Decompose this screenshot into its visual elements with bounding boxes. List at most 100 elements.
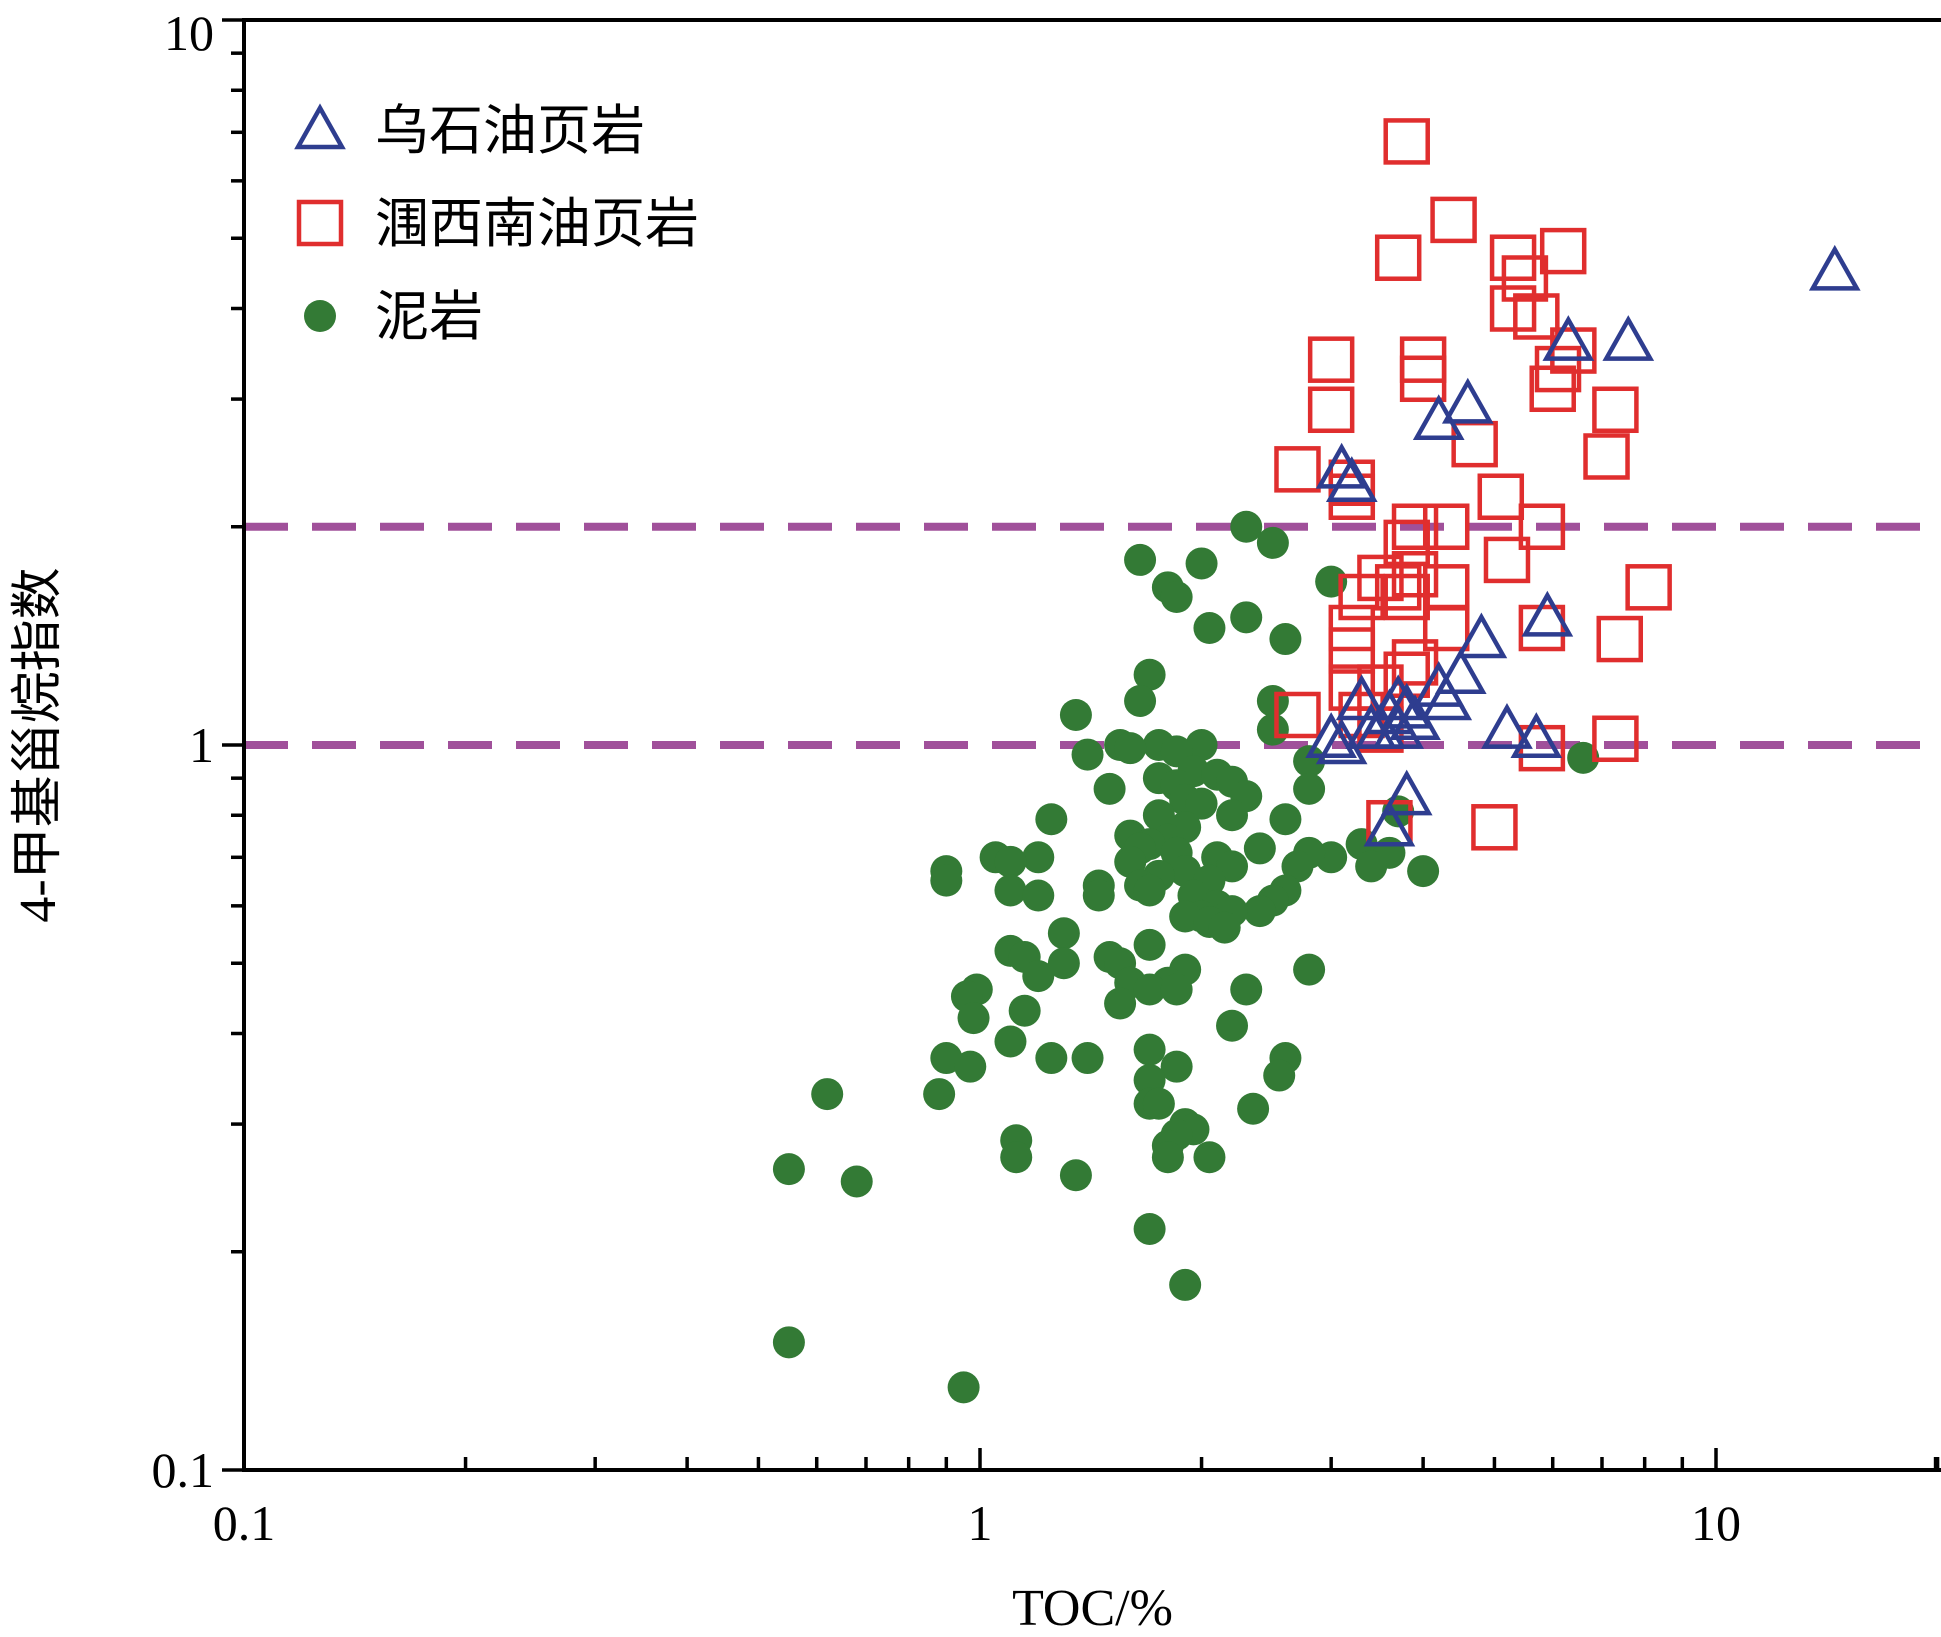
data-point — [1071, 1042, 1104, 1075]
data-point — [954, 1050, 987, 1083]
data-point — [1256, 713, 1289, 746]
data-point — [1256, 684, 1289, 717]
data-point — [1243, 832, 1276, 865]
data-point — [1481, 703, 1533, 749]
data-point — [1430, 196, 1477, 244]
reference-lines-layer — [244, 522, 1941, 749]
data-point — [1193, 612, 1226, 645]
data-point — [947, 1371, 980, 1404]
data-point — [1133, 874, 1166, 907]
data-point — [1022, 841, 1055, 874]
data-point — [1592, 386, 1639, 434]
data-point — [1082, 879, 1115, 912]
legend-label: 涠西南油页岩 — [375, 192, 699, 255]
data-point — [1293, 772, 1326, 805]
data-point — [1307, 386, 1355, 434]
data-point — [1328, 473, 1376, 520]
data-point — [1471, 804, 1518, 851]
data-point — [1269, 623, 1302, 656]
x-tick-label: 1 — [968, 1495, 993, 1551]
data-point — [1274, 446, 1321, 493]
data-point — [1483, 536, 1531, 584]
data-point — [1169, 900, 1202, 933]
y-axis-title: 4-甲基甾烷指数 — [10, 567, 67, 922]
legend-label: 乌石油页岩 — [375, 99, 645, 162]
data-point — [1216, 1009, 1249, 1042]
data-point — [1059, 1159, 1092, 1192]
data-point — [1256, 526, 1289, 559]
x-axis-title: TOC/% — [1012, 1580, 1173, 1637]
data-point — [1383, 118, 1430, 165]
data-point — [1000, 1141, 1033, 1174]
data-point — [994, 1025, 1027, 1058]
data-point — [1529, 365, 1576, 413]
data-point — [1133, 1033, 1166, 1066]
data-point — [1422, 564, 1470, 611]
data-point — [1104, 987, 1137, 1020]
data-point — [1441, 377, 1494, 424]
data-point — [772, 1153, 805, 1186]
data-point — [1489, 285, 1537, 332]
data-point — [1328, 627, 1376, 674]
data-point — [1124, 543, 1157, 576]
data-point — [772, 1326, 805, 1359]
data-point — [930, 864, 963, 897]
data-point — [1422, 604, 1470, 652]
y-tick-label: 1 — [189, 717, 214, 773]
data-point — [1160, 1050, 1193, 1083]
axes-layer: 0.1 1 10 0.1 1 10 TOC/% 4-甲基甾烷指数 — [10, 5, 1941, 1637]
data-point — [1133, 973, 1166, 1006]
data-point — [1022, 879, 1055, 912]
data-point — [1071, 738, 1104, 771]
data-point — [1307, 336, 1355, 383]
data-point — [1315, 442, 1368, 489]
data-point — [1185, 729, 1218, 761]
data-point — [1325, 456, 1378, 502]
data-point — [1114, 732, 1147, 765]
data-point — [994, 845, 1027, 878]
data-point — [1539, 227, 1587, 275]
data-point — [1521, 590, 1574, 637]
data-point — [1133, 928, 1166, 961]
data-point — [1185, 787, 1218, 820]
data-point — [1185, 547, 1218, 580]
data-point — [1374, 234, 1422, 281]
data-point — [1518, 503, 1566, 551]
series-circle-filled — [772, 510, 1600, 1404]
data-point — [1160, 581, 1193, 614]
data-points-layer — [772, 118, 1861, 1404]
data-point — [923, 1078, 956, 1111]
data-point — [1328, 664, 1376, 711]
data-point — [1237, 1092, 1270, 1125]
data-point — [1592, 715, 1639, 763]
data-point — [1142, 1087, 1175, 1120]
data-point — [1208, 911, 1241, 944]
data-point — [994, 874, 1027, 907]
data-point — [1407, 855, 1440, 888]
data-point — [1151, 1141, 1184, 1174]
data-point — [1142, 799, 1175, 832]
data-point — [1293, 745, 1326, 778]
data-point — [1133, 1212, 1166, 1245]
data-point — [1399, 355, 1447, 403]
data-point — [1391, 503, 1439, 551]
data-point — [1315, 718, 1368, 765]
y-tick-label: 10 — [164, 5, 214, 61]
y-tick-label: 0.1 — [152, 1442, 215, 1498]
data-point — [1625, 564, 1672, 611]
data-point — [1434, 648, 1487, 694]
data-point — [1059, 698, 1092, 731]
data-point — [1335, 674, 1388, 721]
data-point — [1093, 772, 1126, 805]
data-point — [1501, 255, 1549, 302]
data-point — [1567, 741, 1600, 774]
data-point — [1513, 293, 1560, 340]
data-point — [1374, 564, 1422, 611]
data-point — [1602, 315, 1655, 361]
data-point — [1338, 573, 1385, 621]
data-point — [1274, 691, 1321, 739]
data-point — [1420, 674, 1473, 721]
data-point — [1455, 612, 1508, 659]
